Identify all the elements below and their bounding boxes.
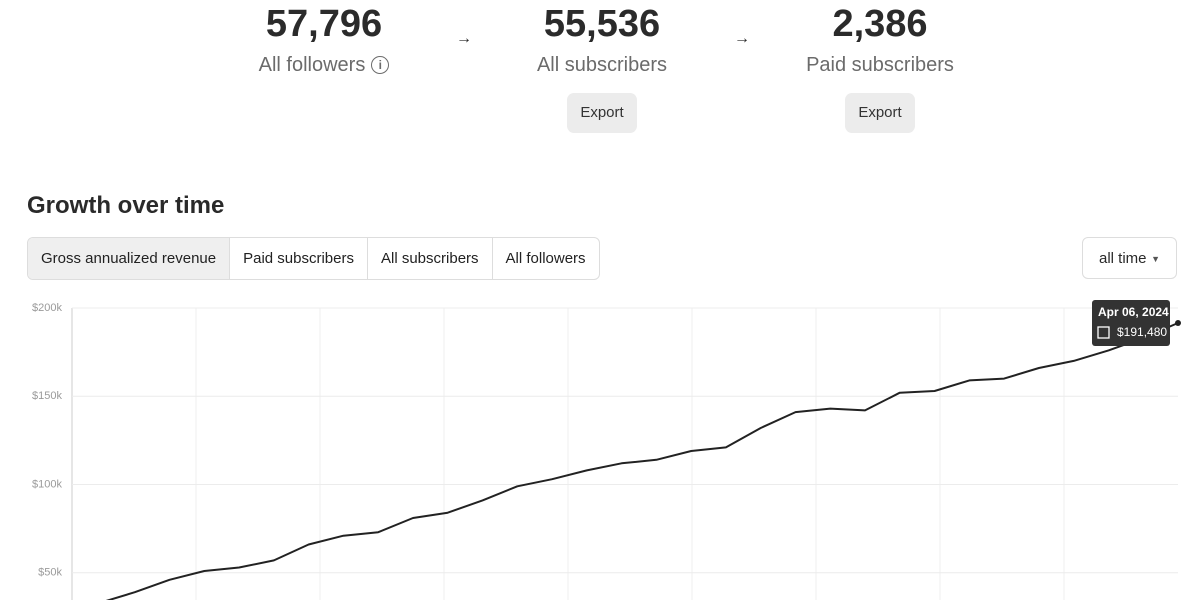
stat-label-row: All followers i (204, 53, 444, 77)
info-icon[interactable]: i (371, 56, 390, 74)
stat-label: Paid subscribers (806, 54, 954, 76)
chart: $50k $100k $150k $200k Apr 06, 2024 $191,480 (32, 300, 1181, 600)
section-title: Growth over time (27, 192, 225, 219)
tooltip-swatch (1097, 326, 1110, 339)
x-grid (195, 308, 1065, 600)
y-tick-label: $200k (32, 302, 62, 314)
export-button[interactable]: Export (845, 93, 915, 133)
stat-label: All subscribers (536, 54, 668, 76)
export-button[interactable]: Export (567, 93, 637, 133)
tab[interactable]: Gross annualized revenue (28, 238, 230, 279)
stat-number: 2,386 (832, 3, 928, 45)
stat: 57,796 All followers i (204, 0, 444, 77)
tab[interactable]: All subscribers (367, 238, 492, 279)
tabs: Gross annualized revenue Paid subscriber… (27, 237, 600, 280)
tooltip-value: $191,480 (1117, 325, 1167, 339)
arrow: → (456, 30, 472, 47)
range-select[interactable]: all time ▼ (1082, 237, 1177, 279)
tab[interactable]: Paid subscribers (229, 238, 367, 279)
tooltip-point (1175, 320, 1181, 327)
stat: 55,536 All subscribers Export (482, 0, 722, 133)
y-tick-label: $150k (32, 390, 62, 402)
tooltip: Apr 06, 2024 $191,480 (1092, 300, 1170, 346)
stat-number: 57,796 (265, 3, 383, 45)
y-tick-label: $50k (38, 567, 62, 579)
tooltip-title: Apr 06, 2024 (1098, 305, 1169, 319)
arrow: → (734, 30, 750, 47)
caret: ▼ (1151, 254, 1160, 264)
range-label: all time (1099, 250, 1147, 267)
tab[interactable]: All followers (491, 238, 599, 279)
tooltip-box (1092, 300, 1170, 346)
stat: 2,386 Paid subscribers Export (760, 0, 1000, 133)
stat-number: 55,536 (543, 3, 661, 45)
y-tick-label: $100k (32, 478, 62, 490)
line (105, 322, 1179, 600)
stat-label: All followers (258, 54, 366, 76)
